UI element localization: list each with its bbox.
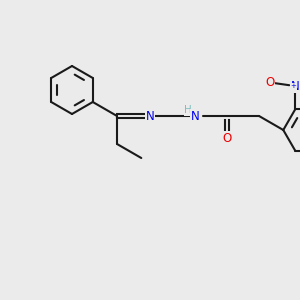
Text: O: O	[266, 76, 275, 89]
Text: N: N	[146, 110, 154, 122]
Text: O: O	[222, 131, 232, 145]
Text: N: N	[191, 110, 200, 122]
Text: H: H	[184, 105, 192, 115]
Text: N: N	[291, 80, 300, 93]
Text: +: +	[290, 83, 296, 89]
